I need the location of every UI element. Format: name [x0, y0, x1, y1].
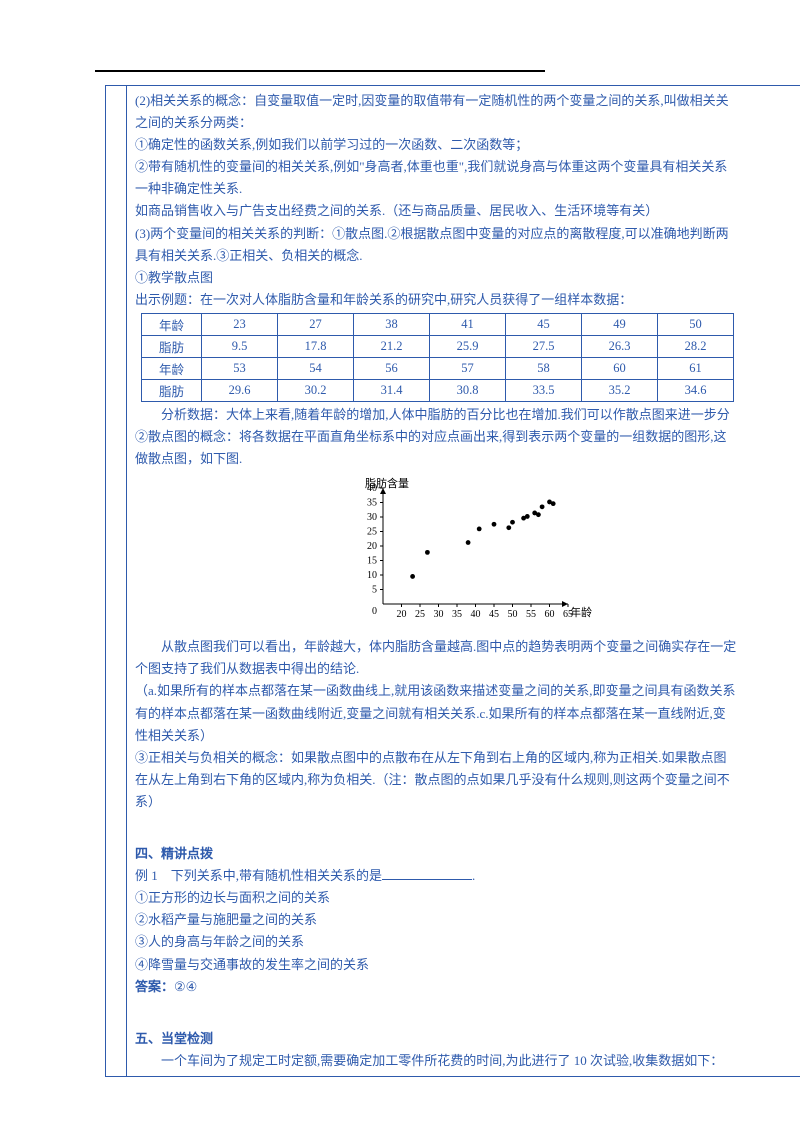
para-p9: ①教学散点图: [135, 267, 800, 289]
svg-text:35: 35: [367, 498, 377, 509]
spacer: [135, 813, 800, 835]
svg-text:25: 25: [367, 527, 377, 538]
svg-text:60: 60: [544, 609, 554, 620]
table-cell: 54: [278, 357, 354, 379]
para-p8: 具有相关关系.③正相关、负相关的概念.: [135, 245, 800, 267]
example1-opt2: ②水稻产量与施肥量之间的关系: [135, 909, 800, 931]
table-cell: 30.8: [430, 379, 506, 401]
para-p16: （a.如果所有的样本点都落在某一函数曲线上,就用该函数来描述变量之间的关系,即变…: [135, 680, 800, 702]
table-cell: 脂肪: [142, 335, 202, 357]
para-p3: ①确定性的函数关系,例如我们以前学习过的一次函数、二次函数等；: [135, 134, 800, 156]
table-cell: 28.2: [658, 335, 734, 357]
table-cell: 26.3: [582, 335, 658, 357]
svg-text:20: 20: [367, 541, 377, 552]
table-cell: 60: [582, 357, 658, 379]
para-p13: 做散点图，如下图.: [135, 448, 800, 470]
para-p12: ②散点图的概念：将各数据在平面直角坐标系中的对应点画出来,得到表示两个变量的一组…: [135, 426, 800, 448]
section5-p1: 一个车间为了规定工时定额,需要确定加工零件所花费的时间,为此进行了 10 次试验…: [135, 1050, 800, 1072]
answer-label: 答案：: [135, 979, 174, 994]
para-p17: 有的样本点都落在某一函数曲线附近,变量之间就有相关关系.c.如果所有的样本点都落…: [135, 703, 800, 725]
table-cell: 57: [430, 357, 506, 379]
blank-underscore: [382, 867, 472, 880]
table-cell: 27.5: [506, 335, 582, 357]
scatter-svg: 510152025303540202530354045505560650脂肪含量…: [338, 476, 598, 626]
svg-text:25: 25: [415, 609, 425, 620]
table-cell: 23: [202, 313, 278, 335]
table-cell: 25.9: [430, 335, 506, 357]
para-p11: 分析数据：大体上来看,随着年龄的增加,人体中脂肪的百分比也在增加.我们可以作散点…: [135, 404, 800, 426]
content-inner-cell: (2)相关关系的概念：自变量取值一定时,因变量的取值带有一定随机性的两个变量之间…: [126, 86, 800, 1076]
para-p21: 系）: [135, 791, 800, 813]
answer-line: 答案：②④: [135, 976, 800, 998]
para-p5: 一种非确定性关系.: [135, 178, 800, 200]
table-cell: 年龄: [142, 357, 202, 379]
table-cell: 61: [658, 357, 734, 379]
svg-text:0: 0: [372, 606, 377, 617]
page-root: (2)相关关系的概念：自变量取值一定时,因变量的取值带有一定随机性的两个变量之间…: [0, 0, 800, 1077]
table-cell: 35.2: [582, 379, 658, 401]
table-row: 脂肪 29.6 30.2 31.4 30.8 33.5 35.2 34.6: [142, 379, 734, 401]
section5-title: 五、当堂检测: [135, 1028, 800, 1050]
para-p7: (3)两个变量间的相关关系的判断：①散点图.②根据散点图中变量的对应点的离散程度…: [135, 223, 800, 245]
para-p19: ③正相关与负相关的概念：如果散点图中的点散布在从左下角到右上角的区域内,称为正相…: [135, 747, 800, 769]
table-cell: 33.5: [506, 379, 582, 401]
para-p14: 从散点图我们可以看出，年龄越大，体内脂肪含量越高.图中点的趋势表明两个变量之间确…: [135, 636, 800, 658]
table-cell: 脂肪: [142, 379, 202, 401]
table-cell: 41: [430, 313, 506, 335]
svg-text:年龄: 年龄: [570, 605, 592, 619]
example1-end: .: [472, 868, 475, 883]
table-cell: 27: [278, 313, 354, 335]
para-p4: ②带有随机性的变量间的相关关系,例如"身高者,体重也重",我们就说身高与体重这两…: [135, 156, 800, 178]
svg-text:30: 30: [433, 609, 443, 620]
table-cell: 29.6: [202, 379, 278, 401]
example1-opt3: ③人的身高与年龄之间的关系: [135, 931, 800, 953]
svg-text:50: 50: [507, 609, 517, 620]
table-cell: 31.4: [354, 379, 430, 401]
table-cell: 58: [506, 357, 582, 379]
para-p10: 出示例题：在一次对人体脂肪含量和年龄关系的研究中,研究人员获得了一组样本数据：: [135, 289, 800, 311]
para-p6: 如商品销售收入与广告支出经费之间的关系.（还与商品质量、居民收入、生活环境等有关…: [135, 200, 800, 222]
scatter-chart: 510152025303540202530354045505560650脂肪含量…: [135, 476, 800, 630]
svg-text:35: 35: [452, 609, 462, 620]
table-cell: 49: [582, 313, 658, 335]
table-cell: 53: [202, 357, 278, 379]
example1-opt1: ①正方形的边长与面积之间的关系: [135, 887, 800, 909]
svg-text:55: 55: [526, 609, 536, 620]
table-cell: 21.2: [354, 335, 430, 357]
table-cell: 34.6: [658, 379, 734, 401]
table-row: 年龄 23 27 38 41 45 49 50: [142, 313, 734, 335]
section4-title: 四、精讲点拨: [135, 843, 800, 865]
svg-text:15: 15: [367, 556, 377, 567]
table-cell: 年龄: [142, 313, 202, 335]
svg-text:10: 10: [367, 570, 377, 581]
table-cell: 38: [354, 313, 430, 335]
svg-text:40: 40: [470, 609, 480, 620]
spacer2: [135, 998, 800, 1020]
svg-text:30: 30: [367, 512, 377, 523]
svg-text:45: 45: [489, 609, 499, 620]
example1-label: 例 1 下列关系中,带有随机性相关关系的是: [135, 868, 382, 883]
example1-opt4: ④降雪量与交通事故的发生率之间的关系: [135, 954, 800, 976]
table-cell: 56: [354, 357, 430, 379]
table-cell: 45: [506, 313, 582, 335]
data-table: 年龄 23 27 38 41 45 49 50 脂肪 9.5 17.8 21.2…: [141, 313, 734, 402]
table-row: 脂肪 9.5 17.8 21.2 25.9 27.5 26.3 28.2: [142, 335, 734, 357]
svg-text:20: 20: [396, 609, 406, 620]
svg-text:5: 5: [372, 585, 377, 596]
table-row: 年龄 53 54 56 57 58 60 61: [142, 357, 734, 379]
svg-text:脂肪含量: 脂肪含量: [365, 476, 409, 490]
table-cell: 17.8: [278, 335, 354, 357]
table-cell: 30.2: [278, 379, 354, 401]
example1-line: 例 1 下列关系中,带有随机性相关关系的是.: [135, 865, 800, 887]
content-outer-cell: (2)相关关系的概念：自变量取值一定时,因变量的取值带有一定随机性的两个变量之间…: [105, 85, 800, 1077]
table-cell: 9.5: [202, 335, 278, 357]
header-rule: [95, 70, 545, 72]
para-p20: 在从左上角到右下角的区域内,称为负相关.（注：散点图的点如果几乎没有什么规则,则…: [135, 769, 800, 791]
para-p15: 个图支持了我们从数据表中得出的结论.: [135, 658, 800, 680]
para-p2: 之间的关系分两类：: [135, 112, 800, 134]
para-p18: 性相关关系）: [135, 725, 800, 747]
para-p1: (2)相关关系的概念：自变量取值一定时,因变量的取值带有一定随机性的两个变量之间…: [135, 90, 800, 112]
table-cell: 50: [658, 313, 734, 335]
answer-value: ②④: [174, 979, 197, 994]
